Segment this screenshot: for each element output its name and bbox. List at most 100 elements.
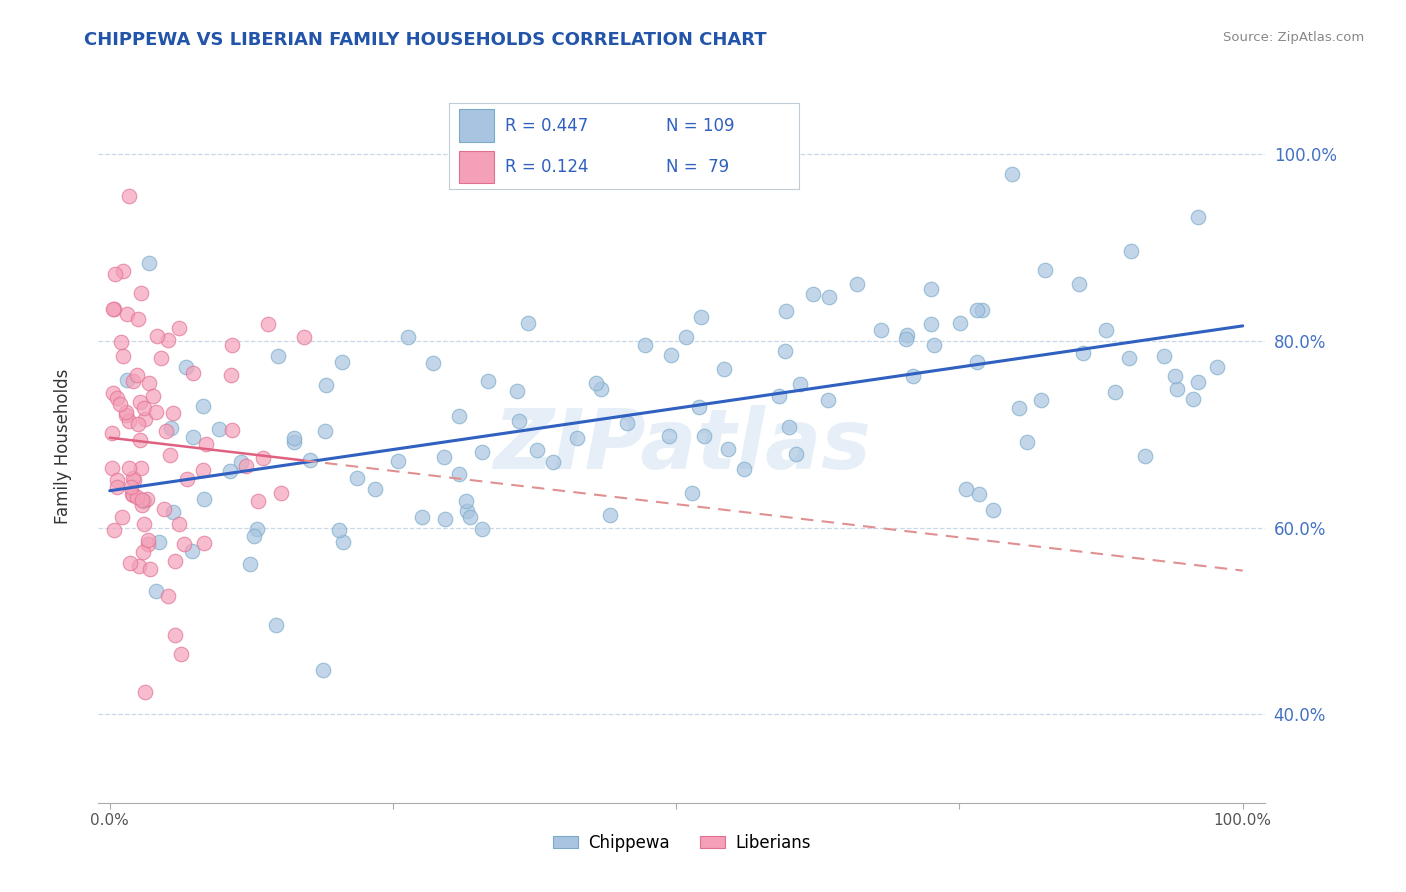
Point [717, 442, 740, 456]
Point [136, 537, 159, 551]
Point [127, 311, 149, 326]
Point [506, 384, 529, 399]
Point [565, 431, 588, 445]
Point [477, 374, 499, 388]
Point [1008, 401, 1031, 415]
Point [292, 330, 315, 344]
Point [129, 461, 152, 475]
Point [128, 559, 150, 574]
Point [160, 421, 183, 435]
Point [1118, 351, 1140, 365]
Point [690, 310, 713, 325]
Point [131, 285, 153, 300]
Point [245, 522, 267, 536]
Point [101, 425, 124, 440]
Point [1119, 244, 1142, 259]
Point [920, 282, 942, 296]
Point [176, 471, 198, 485]
Point [1163, 369, 1185, 384]
Point [117, 461, 139, 475]
Point [283, 435, 305, 450]
Point [1133, 449, 1156, 463]
Point [219, 368, 242, 382]
Point [1001, 167, 1024, 181]
Point [1187, 375, 1209, 389]
Point [599, 508, 621, 523]
Point [1035, 263, 1057, 277]
Point [894, 332, 917, 346]
Point [173, 537, 195, 551]
Point [115, 307, 138, 321]
Point [221, 338, 243, 352]
Point [801, 287, 824, 301]
Point [471, 445, 494, 459]
Point [817, 393, 839, 408]
Point [193, 400, 215, 414]
Point [1015, 435, 1038, 450]
Point [169, 648, 191, 662]
Point [299, 453, 322, 467]
Point [541, 455, 564, 469]
Point [713, 361, 735, 376]
Point [1205, 359, 1227, 374]
Point [896, 327, 918, 342]
Point [122, 471, 145, 485]
Point [125, 368, 148, 382]
Point [145, 583, 167, 598]
Point [105, 473, 128, 487]
Point [218, 464, 240, 478]
Point [136, 533, 159, 548]
Point [332, 534, 354, 549]
Point [129, 394, 152, 409]
Point [1071, 345, 1094, 359]
Point [115, 373, 138, 387]
Point [134, 684, 156, 698]
Point [243, 529, 266, 543]
Point [103, 385, 125, 400]
Point [117, 188, 139, 202]
Point [966, 302, 988, 317]
Point [516, 316, 538, 330]
Point [193, 535, 215, 549]
Point [966, 354, 988, 368]
Point [768, 388, 790, 402]
Point [314, 425, 336, 439]
Point [955, 483, 977, 497]
Point [688, 401, 710, 415]
Point [112, 349, 135, 363]
Point [138, 256, 160, 270]
Point [733, 462, 755, 476]
Point [433, 450, 456, 465]
Point [174, 359, 197, 374]
Point [246, 494, 269, 508]
Point [456, 504, 478, 518]
Point [775, 304, 797, 318]
Point [111, 510, 134, 524]
Point [257, 317, 280, 331]
Point [167, 321, 190, 335]
Point [105, 479, 128, 493]
Point [264, 618, 287, 632]
Point [145, 405, 167, 419]
Point [1104, 384, 1126, 399]
Point [239, 558, 262, 572]
Point [104, 267, 127, 281]
Point [396, 330, 419, 344]
Point [221, 423, 243, 437]
Point [364, 482, 387, 496]
Point [108, 397, 131, 411]
Point [136, 491, 159, 506]
Point [312, 663, 335, 677]
Point [1182, 392, 1205, 406]
Point [125, 490, 148, 504]
Point [191, 463, 214, 477]
Point [508, 414, 530, 428]
Legend: Chippewa, Liberians: Chippewa, Liberians [547, 828, 817, 859]
Point [131, 492, 153, 507]
Point [156, 333, 179, 347]
Point [134, 412, 156, 426]
Point [229, 454, 252, 468]
Point [458, 510, 481, 524]
Point [252, 450, 274, 465]
Point [157, 589, 180, 603]
